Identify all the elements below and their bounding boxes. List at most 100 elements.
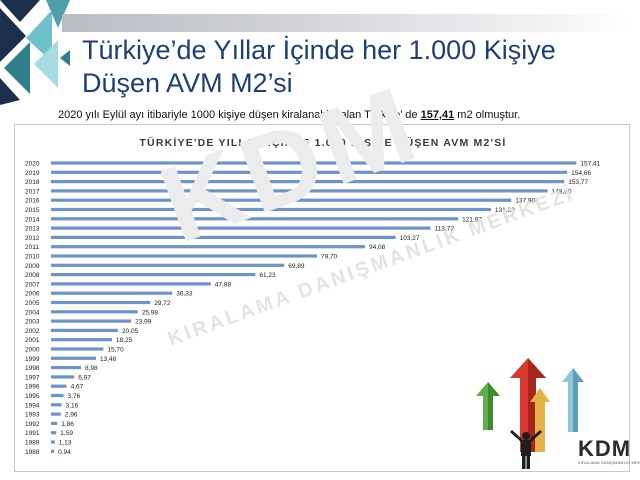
bar-value-label: 0,94 [58,449,71,456]
y-tick-label: 2003 [25,319,40,326]
growth-arrows-illustration [476,358,584,469]
bar-value-label: 6,97 [78,374,91,381]
y-tick-label: 1992 [25,421,40,428]
subtitle-text-before: 2020 yılı Eylül ayı itibariyle 1000 kişi… [58,109,421,121]
bar-value-label: 103,27 [400,235,420,242]
y-tick-label: 1998 [25,365,40,372]
bar-value-label: 36,33 [176,291,193,298]
y-tick-label: 2015 [25,207,40,214]
bar [51,263,285,267]
bar [51,189,548,193]
bar [51,207,491,212]
bar-value-label: 8,98 [85,365,98,372]
bar-value-label: 137,90 [515,198,535,205]
kdm-logo: KDM KIRALAMA DANIŞMANLIK MERKEZİ [578,436,640,466]
y-tick-label: 2007 [25,281,40,288]
bar-value-label: 157,41 [580,161,600,168]
bar [51,412,61,416]
y-tick-label: 2014 [25,216,40,223]
bar [51,161,577,165]
y-tick-label: 1996 [25,384,40,391]
bar [51,449,55,453]
bar [51,440,55,444]
bar [51,366,81,370]
bar-value-label: 1,59 [60,430,73,437]
y-tick-label: 2013 [25,226,40,233]
y-tick-label: 2019 [25,170,40,177]
bar [51,291,173,295]
bar-value-label: 1,86 [61,421,74,428]
bar [51,384,67,388]
bar [51,421,58,425]
y-tick-label: 2011 [25,244,39,251]
y-tick-label: 2018 [25,179,40,186]
y-tick-label: 1989 [25,440,40,447]
y-tick-label: 2002 [25,328,40,335]
bar [51,217,459,221]
bar-value-label: 113,72 [435,226,455,233]
bar-value-label: 4,67 [71,384,84,391]
y-tick-label: 1995 [25,393,40,400]
bar-value-label: 148,80 [552,188,572,195]
bar [51,319,132,323]
bar [51,254,317,258]
bar-value-label: 154,66 [571,170,591,177]
bar-value-label: 29,72 [154,300,171,307]
bar-value-label: 61,23 [259,272,276,279]
bar-value-label: 18,25 [116,337,133,344]
bar [51,403,62,407]
bar-value-label: 153,77 [568,179,588,186]
y-tick-label: 2016 [25,198,40,205]
y-tick-label: 1991 [25,430,40,437]
bar [51,310,138,314]
bar [51,245,365,249]
y-tick-label: 2005 [25,300,40,307]
bar [51,300,151,305]
y-tick-label: 2017 [25,188,40,195]
y-tick-label: 2008 [25,272,40,279]
slide-title: Türkiye’de Yıllar İçinde her 1.000 Kişiy… [82,34,622,100]
subtitle-highlight-value: 157,41 [420,109,455,121]
y-tick-label: 1993 [25,412,40,419]
y-tick-label: 1999 [25,356,40,363]
bar [51,347,104,351]
bar-value-label: 69,89 [288,263,305,270]
bar [51,431,57,435]
y-tick-label: 2009 [25,263,40,270]
bar [51,393,64,398]
subtitle-text-after: m2 olmuştur. [454,109,521,121]
bar-value-label: 1,13 [59,440,72,447]
bar-value-label: 13,48 [100,356,117,363]
chart-title: TÜRKİYE'DE YILLAR İÇİNDE 1.000 KİŞİYE DÜ… [139,136,506,149]
bar [51,235,396,239]
y-tick-label: 2001 [25,337,40,344]
bar [51,273,256,277]
y-tick-label: 2010 [25,254,40,261]
bar [51,198,512,202]
logo-text: KDM [578,436,632,461]
y-tick-label: 2020 [25,161,40,168]
y-tick-label: 2004 [25,309,40,316]
bar-chart: TÜRKİYE'DE YILLAR İÇİNDE 1.000 KİŞİYE DÜ… [25,136,601,456]
bar-value-label: 79,70 [321,254,338,261]
bar [51,282,211,286]
bar-value-label: 2,96 [65,412,78,419]
bar [51,375,75,379]
bar-value-label: 3,76 [68,393,81,400]
y-tick-label: 2012 [25,235,40,242]
title-gradient-bar [62,14,632,32]
bar [51,338,112,342]
bar [51,226,431,230]
bar-value-label: 94,08 [369,244,386,251]
slide-subtitle: 2020 yılı Eylül ayı itibariyle 1000 kişi… [58,109,638,121]
y-tick-label: 1997 [25,374,40,381]
slide-title-line-1: Türkiye’de Yıllar İçinde her 1.000 Kişiy… [82,35,556,65]
bar-value-label: 25,98 [142,309,159,316]
y-tick-label: 2006 [25,291,40,298]
bar [51,180,565,184]
corner-triangle-decoration [0,0,70,105]
bar-value-label: 23,99 [135,319,152,326]
bar-value-label: 47,88 [215,281,232,288]
bar-value-label: 131,80 [495,207,515,214]
bar [51,328,118,332]
